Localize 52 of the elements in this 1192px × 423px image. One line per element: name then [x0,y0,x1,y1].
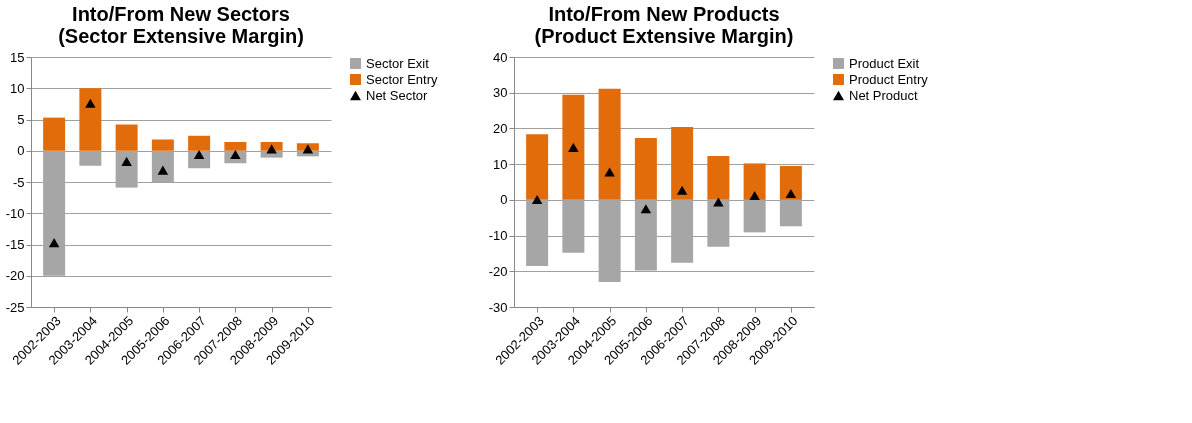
point [121,156,132,166]
point [713,197,724,207]
legend-label: Net Product [849,87,919,103]
point [531,194,543,205]
y-tick-label: -10 [5,205,25,221]
bar [743,163,766,200]
y-tick-label: 5 [17,112,25,127]
bar [224,142,247,151]
y-tick-label: -20 [5,268,25,284]
bar [115,124,138,151]
bar [634,138,657,200]
bar [562,94,585,200]
point [568,142,579,152]
bar [707,155,730,200]
y-tick-label: -30 [488,299,508,315]
y-tick-label: 30 [493,85,508,101]
legend-label: Sector Entry [366,71,439,87]
y-tick-label: 20 [493,120,508,136]
bar [188,135,211,151]
point [749,191,760,201]
bar [79,88,102,151]
legend-label: Product Exit [849,55,920,71]
point [48,238,60,248]
legend-label: Net Sector [366,87,429,103]
y-tick-label: -10 [488,228,508,244]
bar [526,134,549,200]
y-tick-label: 15 [10,49,25,65]
y-tick-label: 10 [493,156,508,172]
legend-label: Sector Exit [366,55,430,71]
y-tick-label: -5 [12,174,25,190]
y-tick-label: 0 [17,143,25,159]
point [85,98,96,108]
y-tick-label: -15 [5,237,25,252]
y-tick-label: 0 [500,192,508,208]
y-tick-label: -25 [5,299,25,315]
y-tick-label: -20 [488,263,508,279]
point [302,144,314,154]
y-tick-label: 40 [493,49,508,65]
bar [151,139,174,151]
bar [671,127,694,200]
bar [779,165,802,200]
y-tick-label: 10 [10,80,25,96]
legend-label: Product Entry [849,71,929,87]
chart-title: Into/From New Sectors (Sector Extensive Margin) [58,3,304,47]
chart-title: Into/From New Products (Product Extensive Margin) [534,3,794,47]
bar [598,88,621,200]
point [640,204,652,214]
point [676,185,688,195]
point [604,167,615,177]
point [785,188,797,198]
point [266,144,277,154]
bar [43,117,66,151]
